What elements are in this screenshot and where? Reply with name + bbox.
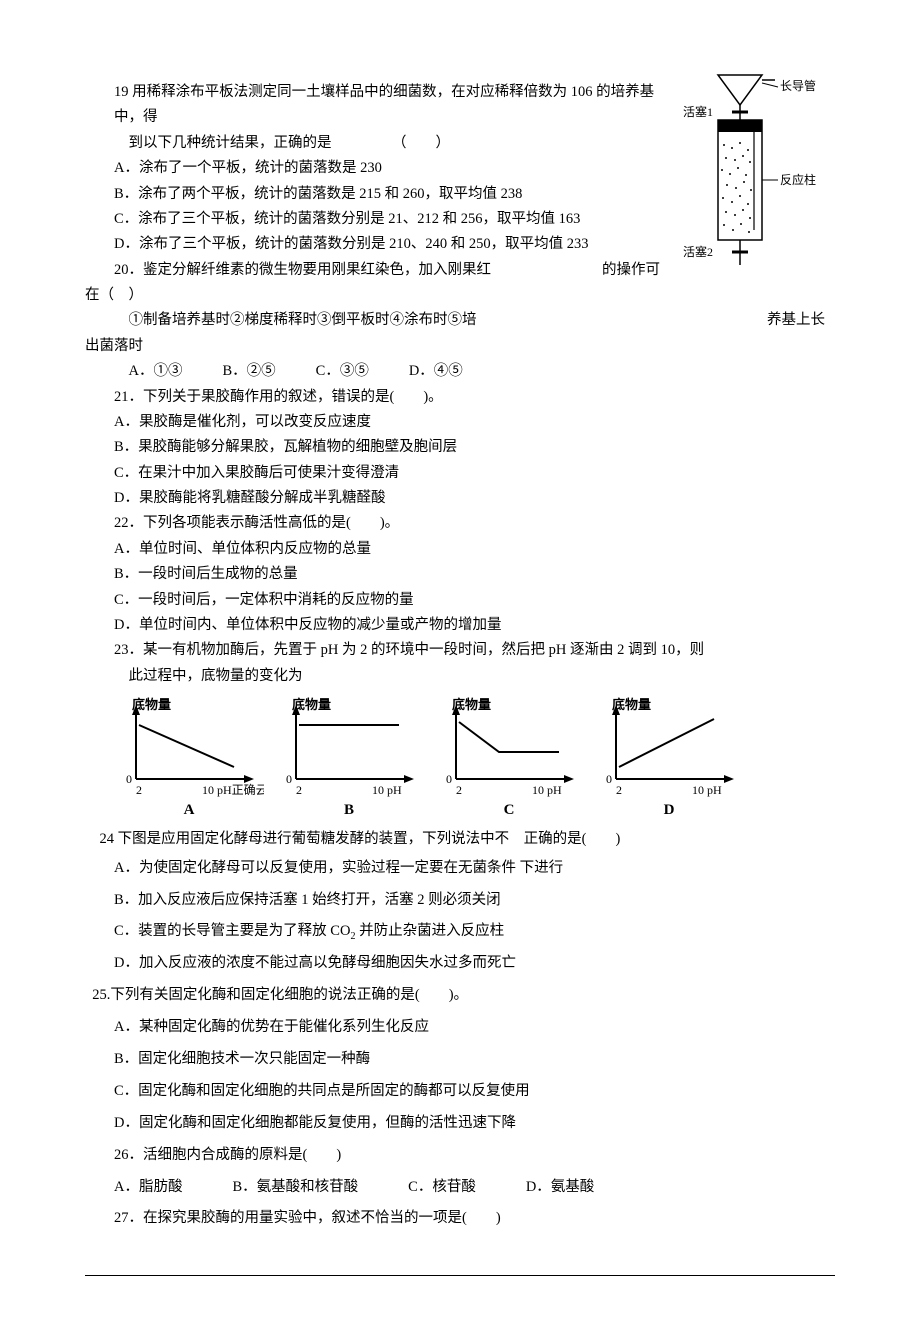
svg-text:10 pH: 10 pH	[532, 783, 562, 797]
q24-optB: B．加入反应液后应保持活塞 1 始终打开，活塞 2 则必须关闭	[85, 885, 835, 917]
q24-stem: 24 下图是应用固定化酵母进行葡萄糖发酵的装置，下列说法中不 正确的是( )	[85, 827, 835, 852]
svg-text:10 pH: 10 pH	[372, 783, 402, 797]
q21-optA: A．果胶酶是催化剂，可以改变反应速度	[85, 410, 835, 435]
q24-optC: C．装置的长导管主要是为了释放 CO2 并防止杂菌进入反应柱	[85, 916, 835, 948]
label-stopper1: 活塞1	[683, 104, 713, 119]
q20-optC: C．③⑤	[316, 359, 369, 384]
q27-stem: 27．在探究果胶酶的用量实验中，叙述不恰当的一项是( )	[85, 1203, 835, 1235]
q26-optB: B．氨基酸和核苷酸	[232, 1172, 358, 1204]
q20-stem-l1a: 20．鉴定分解纤维素的微生物要用刚果红染色，加入刚果红	[85, 258, 491, 283]
q25-optB: B．固定化细胞技术一次只能固定一种酶	[85, 1044, 835, 1076]
q19-paren: （ ）	[392, 131, 670, 156]
q25-stem: 25.下列有关固定化酶和固定化细胞的说法正确的是( )。	[85, 980, 835, 1012]
q21-optB: B．果胶酶能够分解果胶，瓦解植物的细胞壁及胞间层	[85, 435, 835, 460]
q25-optC: C．固定化酶和固定化细胞的共同点是所固定的酶都可以反复使用	[85, 1076, 835, 1108]
q23-stem-l1: 23．某一有机物加酶后，先置于 pH 为 2 的环境中一段时间，然后把 pH 逐…	[85, 638, 835, 663]
chart-a-label: A	[114, 797, 264, 823]
chart-b-label: B	[274, 797, 424, 823]
q26-optD: D．氨基酸	[526, 1172, 594, 1204]
q24-optD: D．加入反应液的浓度不能过高以免酵母细胞因失水过多而死亡	[85, 948, 835, 980]
q21-optD: D．果胶酶能将乳糖醛酸分解成半乳糖醛酸	[85, 486, 835, 511]
svg-text:0: 0	[446, 772, 452, 786]
chart-c: 底物量 0 2 10 pH C	[434, 697, 584, 823]
q20-optB: B．②⑤	[222, 359, 275, 384]
q23-charts: 底物量 0 2 10 pH正确云 A 底物量 0 2 10 pH B 底	[85, 697, 835, 823]
q26-stem: 26．活细胞内合成酶的原料是( )	[85, 1140, 835, 1172]
svg-text:2: 2	[456, 783, 462, 797]
q20-stem-l1b: 的操作可	[602, 258, 670, 283]
q20-stem-l3a: ①制备培养基时②梯度稀释时③倒平板时④涂布时⑤培	[85, 308, 477, 333]
q22-stem: 22．下列各项能表示酶活性高低的是( )。	[85, 511, 835, 536]
q24-optA: A．为使固定化酵母可以反复使用，实验过程一定要在无菌条件 下进行	[85, 853, 835, 885]
q21-stem: 21．下列关于果胶酶作用的叙述，错误的是( )。	[85, 385, 835, 410]
q20-stem-l3b: 养基上长	[767, 308, 835, 333]
q21-optC: C．在果汁中加入果胶酶后可使果汁变得澄清	[85, 461, 835, 486]
q25-optA: A．某种固定化酶的优势在于能催化系列生化反应	[85, 1012, 835, 1044]
svg-text:2: 2	[136, 783, 142, 797]
svg-text:10 pH正确云: 10 pH正确云	[202, 783, 264, 797]
q26-optA: A．脂肪酸	[114, 1172, 182, 1204]
svg-text:2: 2	[616, 783, 622, 797]
svg-text:0: 0	[286, 772, 292, 786]
q20-stem-l4: 出菌落时	[85, 334, 835, 359]
svg-text:2: 2	[296, 783, 302, 797]
label-longpipe: 长导管	[780, 78, 816, 93]
q20-optA: A．①③	[129, 359, 183, 384]
q20-optD: D．④⑤	[409, 359, 463, 384]
chart-d: 底物量 0 2 10 pH D	[594, 697, 744, 823]
svg-text:0: 0	[606, 772, 612, 786]
chart-b: 底物量 0 2 10 pH B	[274, 697, 424, 823]
q26-optC: C．核苷酸	[408, 1172, 476, 1204]
chart-d-label: D	[594, 797, 744, 823]
q22-optA: A．单位时间、单位体积内反应物的总量	[85, 537, 835, 562]
apparatus-diagram: 长导管 活塞1 反应柱 活塞2	[680, 70, 825, 294]
q22-optC: C．一段时间后，一定体积中消耗的反应物的量	[85, 588, 835, 613]
label-stopper2: 活塞2	[683, 244, 713, 259]
q22-optB: B．一段时间后生成物的总量	[85, 562, 835, 587]
label-column: 反应柱	[780, 172, 816, 187]
q25-optD: D．固定化酶和固定化细胞都能反复使用，但酶的活性迅速下降	[85, 1108, 835, 1140]
svg-text:10 pH: 10 pH	[692, 783, 722, 797]
q19-stem-l2: 到以下几种统计结果，正确的是	[129, 135, 332, 151]
svg-text:0: 0	[126, 772, 132, 786]
q23-stem-l2: 此过程中，底物量的变化为	[85, 664, 835, 689]
q22-optD: D．单位时间内、单位体积中反应物的减少量或产物的增加量	[85, 613, 835, 638]
q20-options: A．①③ B．②⑤ C．③⑤ D．④⑤	[85, 359, 835, 384]
chart-a: 底物量 0 2 10 pH正确云 A	[114, 697, 264, 823]
chart-c-label: C	[434, 797, 584, 823]
footer-divider	[85, 1275, 835, 1282]
q26-options: A．脂肪酸 B．氨基酸和核苷酸 C．核苷酸 D．氨基酸	[85, 1172, 835, 1204]
